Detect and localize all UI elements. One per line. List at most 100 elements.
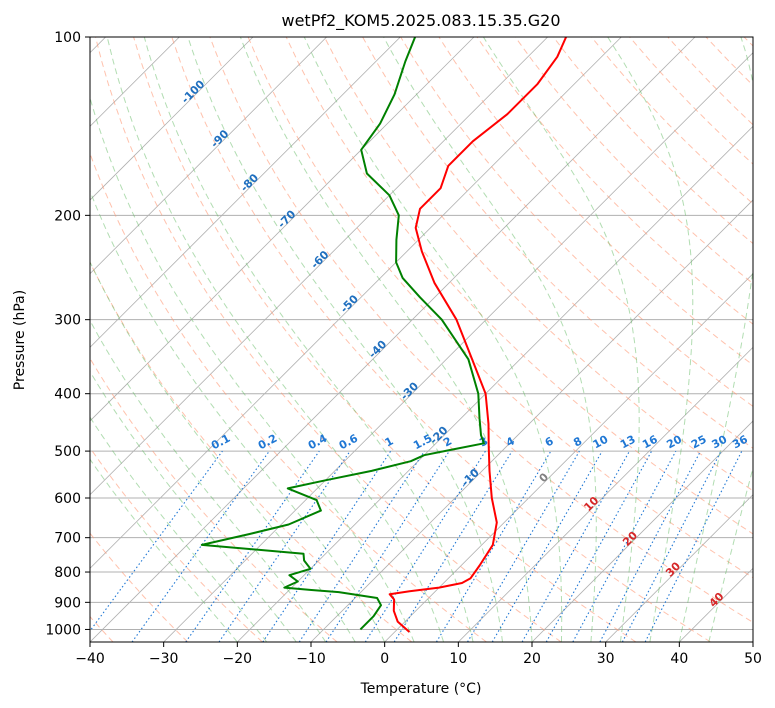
mixing-ratio-line bbox=[572, 450, 677, 642]
mixing-ratio-line bbox=[545, 450, 653, 642]
y-tick-label: 600 bbox=[54, 491, 81, 507]
dry-adiabat-label: -80 bbox=[238, 171, 261, 194]
isotherm-line bbox=[237, 125, 753, 642]
x-tick-label: −10 bbox=[296, 651, 326, 667]
moist-adiabat-label: 20 bbox=[620, 529, 640, 549]
series-layer bbox=[200, 37, 568, 633]
dry-adiabat-line bbox=[743, 37, 753, 47]
dry-adiabat-line bbox=[285, 37, 753, 535]
mixing-ratio-line bbox=[218, 450, 351, 642]
dry-adiabat-line bbox=[552, 37, 753, 245]
moist-adiabat-line bbox=[90, 96, 415, 642]
x-tick-label: 50 bbox=[744, 651, 762, 667]
dry-adiabat-label: -90 bbox=[208, 127, 231, 150]
y-tick-label: 500 bbox=[54, 444, 81, 460]
moist-adiabat-line bbox=[143, 37, 474, 642]
mixing-ratio-label: 30 bbox=[710, 433, 730, 452]
isotherm-line bbox=[90, 37, 475, 422]
dry-adiabat-line bbox=[667, 37, 753, 126]
mixing-ratio-label: 6 bbox=[543, 434, 556, 449]
y-tick-label: 300 bbox=[54, 313, 81, 329]
dry-adiabat-line bbox=[209, 37, 753, 623]
isotherm-line bbox=[90, 37, 548, 496]
isotherm-line bbox=[90, 37, 254, 201]
plot-frame bbox=[89, 36, 754, 643]
isotherm-line bbox=[752, 641, 753, 642]
dry-adiabat-label: -60 bbox=[308, 248, 331, 271]
temperature-profile bbox=[388, 37, 568, 633]
moist-adiabat-line bbox=[239, 37, 533, 642]
mixing-ratio-line bbox=[644, 450, 743, 642]
moist-adiabat-line bbox=[90, 319, 327, 642]
x-tick-label: 0 bbox=[380, 651, 389, 667]
mixing-ratio-label: 25 bbox=[689, 433, 709, 452]
mixing-ratio-label: 36 bbox=[730, 433, 750, 452]
isotherm-line bbox=[531, 420, 753, 642]
dry-adiabat-line bbox=[247, 37, 753, 579]
y-axis-label: Pressure (hPa) bbox=[12, 290, 28, 390]
moist-adiabat-line bbox=[106, 37, 445, 642]
moist-adiabat-line bbox=[90, 458, 238, 642]
mixing-ratio-label: 0.1 bbox=[209, 432, 232, 453]
dry-adiabat-label: -40 bbox=[366, 338, 389, 361]
mixing-ratio-label: 13 bbox=[618, 433, 638, 452]
isotherm-line bbox=[90, 37, 401, 348]
mixing-ratio-label: 10 bbox=[591, 433, 611, 452]
isotherm-line bbox=[458, 346, 753, 642]
x-tick-label: 40 bbox=[670, 651, 688, 667]
x-tick-label: 10 bbox=[449, 651, 467, 667]
isotherm-line bbox=[90, 37, 622, 569]
y-tick-label: 400 bbox=[54, 387, 81, 403]
x-tick-label: −40 bbox=[75, 651, 105, 667]
mixing-ratio-line bbox=[599, 450, 702, 642]
moist-adiabat-line bbox=[90, 260, 356, 642]
moist-adiabat-line bbox=[482, 37, 640, 642]
mixing-ratio-label: 1 bbox=[383, 434, 396, 449]
dry-adiabat-line bbox=[514, 37, 753, 285]
dry-adiabat-line bbox=[90, 357, 338, 642]
isotherm-line bbox=[90, 37, 327, 275]
mixing-ratio-line bbox=[185, 450, 320, 642]
chart-title: wetPf2_KOM5.2025.083.15.35.G20 bbox=[281, 11, 560, 31]
x-tick-label: 30 bbox=[597, 651, 615, 667]
dry-adiabat-line bbox=[171, 37, 711, 642]
dry-adiabat-line bbox=[323, 37, 753, 492]
moist-adiabat-line bbox=[607, 37, 694, 642]
mixing-ratio-label: 8 bbox=[571, 434, 584, 449]
dry-adiabat-line bbox=[90, 446, 263, 642]
mixing-ratio-line bbox=[435, 450, 552, 642]
dry-adiabat-line bbox=[95, 37, 562, 642]
mixing-ratio-line bbox=[491, 450, 603, 642]
x-tick-label: −20 bbox=[223, 651, 253, 667]
isotherm-line bbox=[605, 494, 753, 642]
moist-adiabat-line bbox=[90, 189, 386, 642]
mixing-ratio-label: 20 bbox=[664, 433, 684, 452]
isotherm-line bbox=[679, 567, 753, 642]
moist-adiabat-line bbox=[708, 466, 753, 642]
isotherm-line bbox=[90, 37, 696, 642]
moist-adiabat-line bbox=[303, 37, 563, 642]
moist-adiabat-label: 40 bbox=[707, 590, 727, 610]
dry-adiabat-label: -70 bbox=[275, 207, 298, 230]
grid-layer bbox=[90, 37, 753, 642]
y-tick-label: 100 bbox=[54, 30, 81, 46]
moist-adiabat-line bbox=[187, 37, 503, 642]
dry-adiabat-label: -10 bbox=[459, 466, 482, 489]
mixing-ratio-line bbox=[521, 450, 630, 642]
mixing-ratio-line bbox=[364, 450, 486, 642]
dry-adiabat-line bbox=[133, 37, 637, 642]
isotherm-line bbox=[384, 273, 753, 642]
dry-adiabat-label: -50 bbox=[338, 292, 361, 315]
dry-adiabat-line bbox=[90, 532, 189, 642]
dry-adiabat-line bbox=[90, 261, 413, 642]
dry-adiabat-line bbox=[591, 37, 753, 205]
dewpoint-profile bbox=[200, 37, 485, 631]
mixing-ratio-line bbox=[298, 450, 425, 642]
moist-adiabat-line bbox=[90, 370, 297, 642]
x-tick-label: −30 bbox=[149, 651, 179, 667]
moist-adiabat-line bbox=[678, 37, 753, 642]
moist-adiabat-label: 10 bbox=[581, 494, 601, 514]
mixing-ratio-line bbox=[393, 450, 513, 642]
mixing-ratio-label: 16 bbox=[640, 433, 660, 452]
